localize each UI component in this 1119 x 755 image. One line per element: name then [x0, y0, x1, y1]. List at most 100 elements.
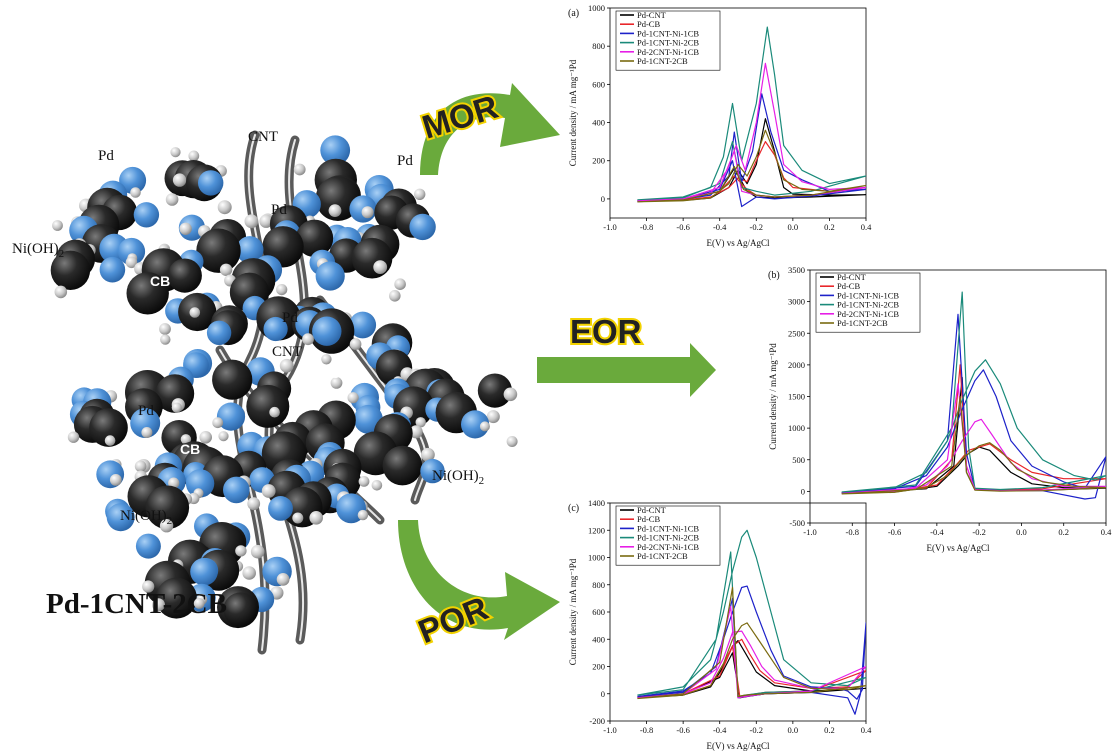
legend-entry: Pd-1CNT-Ni-2CB [637, 533, 699, 543]
y-tick-label: 800 [592, 41, 605, 51]
series-line [637, 129, 866, 203]
y-tick-label: 200 [592, 156, 605, 166]
cv-chart: -1.0 -0.8 -0.6 -0.4 -0.2 0.0 0.2 0.4 -500 0 500 100… [768, 265, 1112, 553]
eor-label: EOR [570, 313, 642, 350]
hydrogen-atom [142, 580, 155, 593]
legend-entry: Pd-CNT [637, 10, 667, 20]
hydrogen-atom [244, 214, 259, 229]
carbon-atom [295, 219, 334, 257]
hydrogen-atom [179, 222, 192, 235]
x-tick-label: -0.8 [640, 725, 653, 735]
pd-label: Pd [397, 153, 413, 169]
y-tick-label: 1000 [588, 3, 605, 13]
hydrogen-atom [276, 284, 288, 296]
legend-entry: Pd-2CNT-Ni-1CB [637, 542, 699, 552]
pd-label: Pd [282, 310, 298, 326]
x-tick-label: -0.6 [888, 527, 901, 537]
hydrogen-atom [414, 188, 426, 200]
y-tick-label: 1000 [588, 553, 605, 563]
nickel-atom [198, 170, 224, 196]
x-tick-label: -1.0 [603, 222, 616, 232]
panel-letter: (c) [568, 503, 579, 514]
series-line [637, 605, 866, 699]
hydrogen-atom [141, 427, 153, 438]
hydrogen-atom [394, 278, 406, 291]
nickel-atom [409, 213, 436, 241]
nickel-atom [420, 458, 445, 484]
y-tick-label: 500 [792, 455, 805, 465]
panel-letter: (b) [768, 270, 780, 281]
y-tick-label: -500 [789, 518, 805, 528]
hydrogen-atom [373, 260, 388, 274]
pd-label: Pd [138, 403, 154, 419]
y-tick-label: 200 [592, 662, 605, 672]
legend-entry: Pd-CNT [837, 272, 867, 282]
cv-chart: -1.0 -0.8 -0.6 -0.4 -0.2 0.0 0.2 0.4 -200 0 200 400… [568, 498, 872, 751]
x-tick-label: -1.0 [803, 527, 816, 537]
nioh2-label: Ni(OH)2 [120, 508, 172, 527]
hydrogen-atom [371, 480, 383, 491]
hydrogen-atom [130, 187, 141, 198]
cnt-label: CNT [272, 344, 302, 360]
hydrogen-atom [389, 290, 401, 302]
pd-label: Pd [98, 148, 114, 164]
hydrogen-atom [259, 214, 273, 228]
hydrogen-atom [347, 392, 359, 404]
series-line [637, 141, 866, 202]
x-tick-label: -0.4 [713, 725, 727, 735]
y-tick-label: 1500 [788, 392, 805, 402]
mor-arrow [420, 83, 560, 175]
x-axis-title: E(V) vs Ag/AgCl [707, 238, 770, 248]
hydrogen-atom [409, 425, 423, 439]
x-tick-label: -0.8 [846, 527, 859, 537]
y-tick-label: -200 [589, 716, 605, 726]
nickel-atom [268, 496, 293, 521]
x-tick-label: -0.2 [972, 527, 985, 537]
hydrogen-atom [421, 447, 435, 462]
nioh2-main: Ni(OH) [432, 468, 479, 484]
hydrogen-atom [217, 200, 232, 215]
y-tick-label: 1000 [788, 423, 805, 433]
carbon-atom [246, 384, 290, 428]
hydrogen-atom [328, 204, 342, 218]
x-tick-label: -0.6 [676, 222, 689, 232]
hydrogen-atom [361, 206, 374, 219]
nickel-atom [130, 408, 161, 438]
legend-entry: Pd-1CNT-2CB [837, 318, 888, 328]
hydrogen-atom [309, 511, 324, 525]
hydrogen-atom [199, 431, 212, 444]
x-axis-title: E(V) vs Ag/AgCl [927, 543, 990, 553]
chart-panel-b: -1.0 -0.8 -0.6 -0.4 -0.2 0.0 0.2 0.4 -500 0 500 100… [760, 262, 1112, 555]
nanotube [236, 134, 266, 651]
x-tick-label: -1.0 [603, 725, 616, 735]
x-tick-label: -0.6 [676, 725, 689, 735]
hydrogen-atom [415, 417, 426, 428]
nioh2-label: Ni(OH)2 [432, 468, 484, 487]
hydrogen-atom [172, 173, 187, 187]
hydrogen-atom [269, 406, 280, 418]
nickel-atom [223, 476, 250, 504]
y-tick-label: 600 [592, 79, 605, 89]
molecular-structure [50, 135, 518, 629]
nickel-atom [106, 503, 135, 532]
nickel-atom [185, 469, 215, 498]
hydrogen-atom [104, 435, 116, 446]
y-tick-label: 2500 [788, 328, 805, 338]
y-tick-label: 800 [592, 580, 605, 590]
legend-entry: Pd-CB [837, 281, 860, 291]
hydrogen-atom [357, 509, 369, 521]
nioh2-main: Ni(OH) [120, 508, 167, 524]
hydrogen-atom [321, 354, 332, 365]
hydrogen-atom [193, 598, 205, 609]
carbon-atom [212, 359, 253, 400]
hydrogen-atom [276, 573, 290, 586]
hydrogen-atom [152, 598, 165, 612]
carbon-atom [50, 250, 91, 290]
x-tick-label: 0.0 [788, 725, 799, 735]
hydrogen-atom [165, 193, 179, 206]
plot-frame [609, 7, 867, 219]
legend-entry: Pd-1CNT-Ni-2CB [637, 38, 699, 48]
hydrogen-atom [189, 307, 201, 318]
y-tick-label: 0 [801, 486, 805, 496]
hydrogen-atom [188, 150, 200, 162]
